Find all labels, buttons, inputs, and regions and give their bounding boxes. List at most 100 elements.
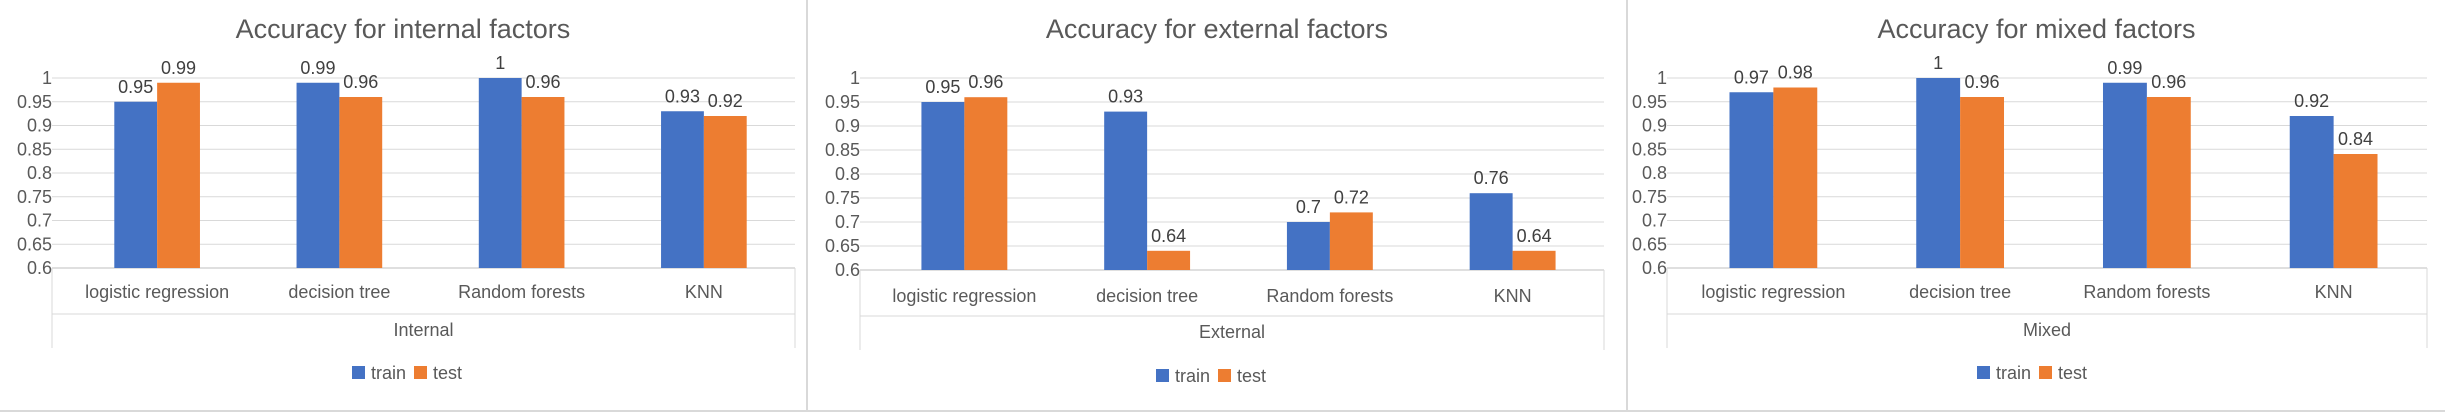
chart-title: Accuracy for external factors [1046, 14, 1388, 44]
data-label: 0.64 [1517, 226, 1552, 246]
legend-label-test: test [2058, 363, 2087, 383]
data-label: 0.92 [2294, 91, 2329, 111]
category-label: decision tree [1909, 282, 2011, 302]
legend-label-train: train [1996, 363, 2031, 383]
y-tick-label: 0.8 [835, 164, 860, 184]
bar-test-logistic-regression [157, 82, 200, 268]
bar-train-decision-tree [296, 82, 340, 268]
chart-internal-svg: Accuracy for internal factors 0.6 0.65 0.7 0… [17, 14, 796, 383]
x-axis-label: External [1199, 322, 1265, 342]
category-label: logistic regression [892, 286, 1036, 306]
y-tick-label: 0.9 [27, 116, 52, 136]
y-tick-label: 0.75 [825, 188, 860, 208]
bar-test-decision-tree [1960, 97, 2005, 268]
chart-panel-internal: Accuracy for internal factors 0.6 0.65 0.7 0… [0, 0, 808, 410]
chart-title: Accuracy for internal factors [236, 14, 571, 44]
y-tick-label: 0.8 [1642, 163, 1667, 183]
data-label: 0.72 [1334, 187, 1369, 207]
y-tick-label: 0.7 [835, 212, 860, 232]
y-tick-label: 0.7 [1642, 211, 1667, 231]
bar-test-logistic-regression [1773, 87, 1818, 268]
category-label: logistic regression [1701, 282, 1845, 302]
bar-train-random-forests [1286, 222, 1330, 270]
x-axis-label: Internal [393, 320, 453, 340]
data-label: 0.98 [1778, 63, 1813, 83]
y-tick-label: 1 [1657, 68, 1667, 88]
category-label: decision tree [288, 282, 390, 302]
data-label: 0.99 [161, 58, 196, 78]
y-tick-label: 0.6 [27, 258, 52, 278]
bar-test-decision-tree [339, 97, 383, 268]
data-label: 0.93 [665, 86, 700, 106]
bar-test-random-forests [2146, 97, 2191, 268]
legend-swatch-train [1156, 369, 1169, 382]
chart-title: Accuracy for mixed factors [1877, 14, 2195, 44]
bar-test-random-forests [521, 97, 565, 268]
y-tick-label: 0.85 [17, 139, 52, 159]
data-label: 0.96 [343, 72, 378, 92]
data-label: 0.99 [2107, 58, 2142, 78]
category-label: KNN [2315, 282, 2353, 302]
data-label: 0.96 [526, 72, 561, 92]
bar-train-random-forests [478, 78, 522, 268]
legend-swatch-test [1218, 369, 1231, 382]
y-tick-label: 0.95 [17, 92, 52, 112]
category-label: Random forests [2083, 282, 2210, 302]
y-tick-label: 0.85 [1632, 139, 1667, 159]
data-label: 0.84 [2338, 129, 2373, 149]
data-label: 0.95 [925, 77, 960, 97]
data-label: 0.76 [1474, 168, 1509, 188]
chart-panel-external: Accuracy for external factors 0.6 0.65 0.7 0… [808, 0, 1628, 410]
data-label: 0.93 [1108, 87, 1143, 107]
y-tick-label: 0.75 [17, 187, 52, 207]
chart-external-svg: Accuracy for external factors 0.6 0.65 0.7 0… [825, 14, 1605, 386]
bar-train-decision-tree [1104, 111, 1148, 270]
bar-train-logistic-regression [921, 102, 965, 270]
y-tick-label: 0.65 [1632, 234, 1667, 254]
bar-test-knn [703, 116, 747, 268]
legend-swatch-train [352, 366, 365, 379]
y-tick-label: 1 [850, 68, 860, 88]
chart-panel-mixed: Accuracy for mixed factors 0.6 0.65 0.7 0.75… [1628, 0, 2445, 410]
bottom-border [0, 410, 2445, 412]
data-label: 0.97 [1734, 67, 1769, 87]
data-label: 0.96 [968, 72, 1003, 92]
y-tick-label: 0.7 [27, 211, 52, 231]
chart-mixed-svg: Accuracy for mixed factors 0.6 0.65 0.7 0.75… [1632, 14, 2428, 383]
data-label: 1 [1933, 53, 1943, 73]
y-tick-label: 0.65 [17, 234, 52, 254]
y-tick-label: 0.9 [835, 116, 860, 136]
y-tick-label: 0.95 [825, 92, 860, 112]
data-label: 0.99 [300, 58, 335, 78]
legend-label-train: train [371, 363, 406, 383]
data-label: 0.64 [1151, 226, 1186, 246]
legend-swatch-test [2039, 366, 2052, 379]
data-label: 0.7 [1296, 197, 1321, 217]
category-label: Random forests [1266, 286, 1393, 306]
bar-train-knn [661, 111, 704, 268]
bar-train-knn [1469, 193, 1513, 270]
bar-train-knn [2289, 116, 2334, 268]
y-tick-label: 0.65 [825, 236, 860, 256]
y-tick-label: 0.9 [1642, 116, 1667, 136]
bar-test-logistic-regression [964, 97, 1008, 270]
y-tick-label: 0.75 [1632, 187, 1667, 207]
category-label: KNN [685, 282, 723, 302]
y-tick-label: 0.95 [1632, 92, 1667, 112]
y-tick-label: 0.85 [825, 140, 860, 160]
legend-label-test: test [433, 363, 462, 383]
data-label: 1 [495, 53, 505, 73]
bar-test-decision-tree [1147, 250, 1191, 270]
bar-test-knn [2333, 154, 2378, 268]
y-tick-label: 1 [42, 68, 52, 88]
data-label: 0.92 [708, 91, 743, 111]
bar-train-random-forests [2102, 82, 2147, 268]
data-label: 0.96 [1965, 72, 2000, 92]
bar-train-decision-tree [1916, 78, 1961, 268]
bar-test-random-forests [1329, 212, 1373, 270]
legend-label-train: train [1175, 366, 1210, 386]
legend-swatch-test [414, 366, 427, 379]
data-label: 0.95 [118, 77, 153, 97]
category-label: decision tree [1096, 286, 1198, 306]
